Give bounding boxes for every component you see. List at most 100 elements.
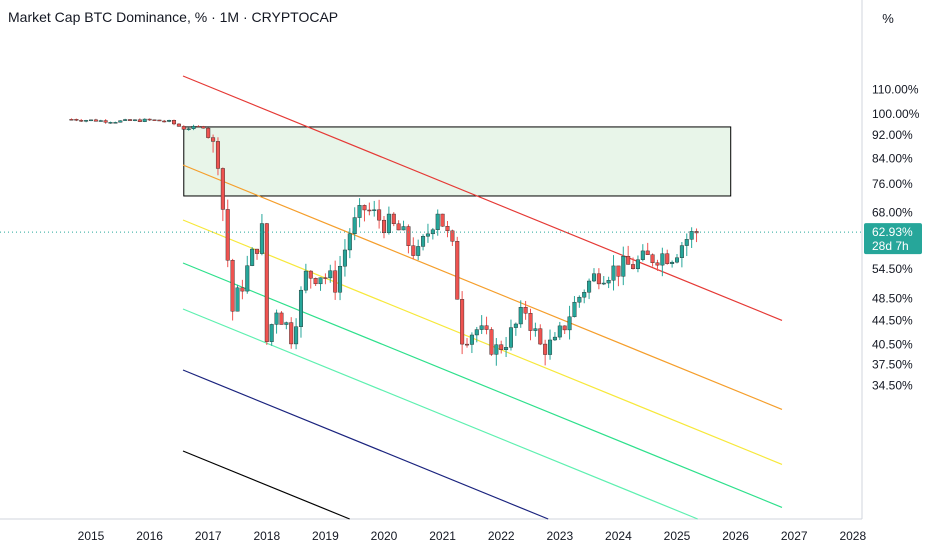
candle-body	[196, 125, 201, 128]
candle-body	[333, 270, 338, 293]
candle-body	[245, 265, 250, 292]
candle-body	[665, 253, 670, 264]
candle-body	[474, 329, 479, 336]
candle-body	[396, 223, 401, 231]
candle-body	[279, 312, 284, 325]
candle-body	[147, 118, 152, 121]
zone-rectangle	[183, 126, 732, 197]
candle-body	[308, 270, 313, 279]
candle-body	[303, 270, 308, 291]
candle-body	[294, 326, 299, 345]
candle-body	[562, 325, 567, 331]
candle-body	[357, 205, 362, 218]
candle-body	[225, 209, 230, 261]
x-tick-label: 2017	[195, 529, 222, 543]
candle-body	[450, 230, 455, 242]
candle-body	[650, 254, 655, 263]
candle-body	[74, 119, 79, 121]
candle-body	[352, 217, 357, 234]
candle-body	[132, 119, 137, 121]
candle-body	[494, 344, 499, 355]
channel-line-1	[182, 75, 783, 321]
candle-body	[543, 343, 548, 355]
channel-line-6	[182, 369, 549, 520]
candle-body	[284, 322, 289, 325]
candle-body	[206, 127, 211, 138]
candle-body	[362, 205, 367, 211]
candle-body	[469, 334, 474, 345]
candle-body	[621, 255, 626, 277]
x-tick-label: 2020	[371, 529, 398, 543]
x-tick-label: 2016	[136, 529, 163, 543]
candle-body	[274, 312, 279, 325]
candle-body	[113, 122, 118, 124]
channel-line-3	[182, 219, 783, 465]
candle-body	[372, 209, 377, 211]
candle-body	[255, 248, 260, 254]
y-tick-label: 48.50%	[872, 292, 913, 306]
x-tick-label: 2022	[488, 529, 515, 543]
candle-body	[631, 264, 636, 269]
candle-body	[289, 322, 294, 345]
candle-body	[367, 209, 372, 212]
candle-body	[186, 128, 191, 130]
candle-body	[137, 119, 142, 122]
y-tick-label: 110.00%	[872, 82, 919, 96]
candle-body	[211, 137, 216, 142]
candle-body	[611, 265, 616, 281]
candle-body	[533, 328, 538, 331]
y-tick-label: 100.00%	[872, 107, 920, 121]
x-tick-label: 2028	[839, 529, 866, 543]
candle-body	[552, 336, 557, 341]
candle-body	[382, 219, 387, 234]
candle-body	[455, 241, 460, 300]
candle-body	[411, 245, 416, 256]
candle-body	[489, 329, 494, 355]
candle-body	[176, 123, 181, 127]
candle-body	[518, 307, 523, 325]
candle-body	[152, 119, 157, 121]
candle-body	[181, 126, 186, 130]
candle-body	[577, 296, 582, 303]
candle-body	[93, 119, 98, 122]
candle-body	[250, 248, 255, 266]
candle-body	[601, 282, 606, 285]
y-tick-label: 54.50%	[872, 262, 913, 276]
x-tick-label: 2019	[312, 529, 339, 543]
candle-body	[98, 120, 103, 122]
candle-body	[318, 277, 323, 285]
candle-body	[84, 120, 89, 122]
candle-body	[172, 120, 177, 125]
candle-body	[679, 245, 684, 258]
candle-body	[162, 120, 167, 123]
y-tick-label: 68.00%	[872, 205, 913, 219]
candle-body	[108, 122, 113, 124]
candle-body	[626, 255, 631, 265]
candle-body	[88, 119, 93, 122]
candle-body	[557, 325, 562, 338]
candle-body	[342, 249, 347, 267]
last-price-tag	[864, 223, 922, 255]
candle-body	[675, 257, 680, 263]
candle-body	[406, 226, 411, 246]
candle-body	[460, 299, 465, 345]
candle-body	[596, 273, 601, 285]
candle-body	[167, 120, 172, 122]
unit-toggle-button[interactable]: %	[882, 10, 894, 26]
y-tick-label: 76.00%	[872, 177, 913, 191]
channel-line-2	[182, 164, 783, 410]
candle-body	[684, 239, 689, 246]
x-tick-label: 2027	[781, 529, 808, 543]
candle-body	[440, 213, 445, 227]
candle-body	[435, 213, 440, 231]
candle-body	[416, 246, 421, 256]
candle-body	[425, 233, 430, 237]
y-tick-label: 37.50%	[872, 357, 913, 371]
candle-body	[259, 223, 264, 254]
x-tick-label: 2024	[605, 529, 632, 543]
candle-body	[220, 168, 225, 210]
channel-line-7	[182, 450, 350, 520]
candle-body	[269, 324, 274, 342]
candle-body	[69, 119, 74, 121]
